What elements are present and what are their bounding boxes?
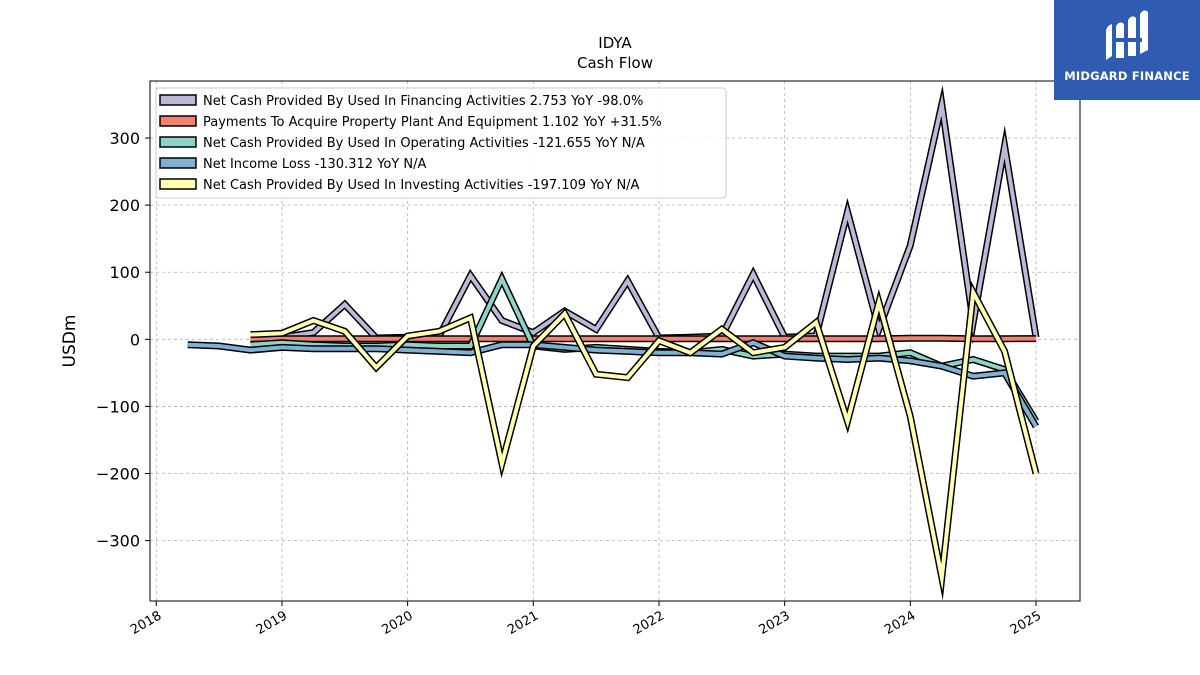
y-tick-label: −100 — [96, 397, 140, 416]
x-tick-label: 2025 — [1008, 608, 1044, 638]
legend-entry: Net Income Loss -130.312 YoY N/A — [203, 157, 426, 172]
legend-entry: Net Cash Provided By Used In Investing A… — [203, 178, 640, 193]
x-tick-label: 2020 — [379, 608, 415, 638]
legend-entry: Net Cash Provided By Used In Financing A… — [203, 94, 643, 109]
chart-title: IDYA — [598, 34, 632, 52]
legend-swatch — [159, 157, 197, 169]
y-tick-label: 0 — [130, 330, 140, 349]
legend-swatch — [159, 178, 197, 190]
midgard-finance-logo: MIDGARD FINANCE — [1054, 0, 1200, 100]
legend-swatch — [159, 136, 197, 148]
legend-entry: Payments To Acquire Property Plant And E… — [203, 115, 662, 130]
chart-subtitle: Cash Flow — [577, 54, 653, 72]
plot-frame — [149, 80, 1081, 602]
x-tick-label: 2022 — [631, 608, 667, 638]
legend: Net Cash Provided By Used In Financing A… — [155, 87, 727, 199]
legend-swatch — [159, 94, 197, 106]
logo-text: MIDGARD FINANCE — [1064, 69, 1190, 83]
legend-swatch — [159, 115, 197, 127]
y-tick-label: 200 — [109, 196, 140, 215]
x-tick-label: 2024 — [882, 608, 918, 638]
y-tick-label: 100 — [109, 263, 140, 282]
y-axis-label: USDm — [60, 315, 80, 368]
series-lines — [187, 85, 1040, 601]
y-tick-label: 300 — [109, 129, 140, 148]
y-tick-label: −200 — [96, 465, 140, 484]
legend-box — [155, 87, 727, 199]
x-tick-label: 2021 — [505, 608, 541, 638]
x-tick-label: 2023 — [757, 608, 793, 638]
series-line — [250, 285, 1038, 591]
legend-entry: Net Cash Provided By Used In Operating A… — [203, 136, 645, 151]
x-tick-label: 2019 — [254, 608, 290, 638]
series-4 — [250, 280, 1040, 601]
logo-mark-icon — [1106, 10, 1148, 60]
y-tick-label: −300 — [96, 532, 140, 551]
x-tick-label: 2018 — [128, 608, 164, 638]
